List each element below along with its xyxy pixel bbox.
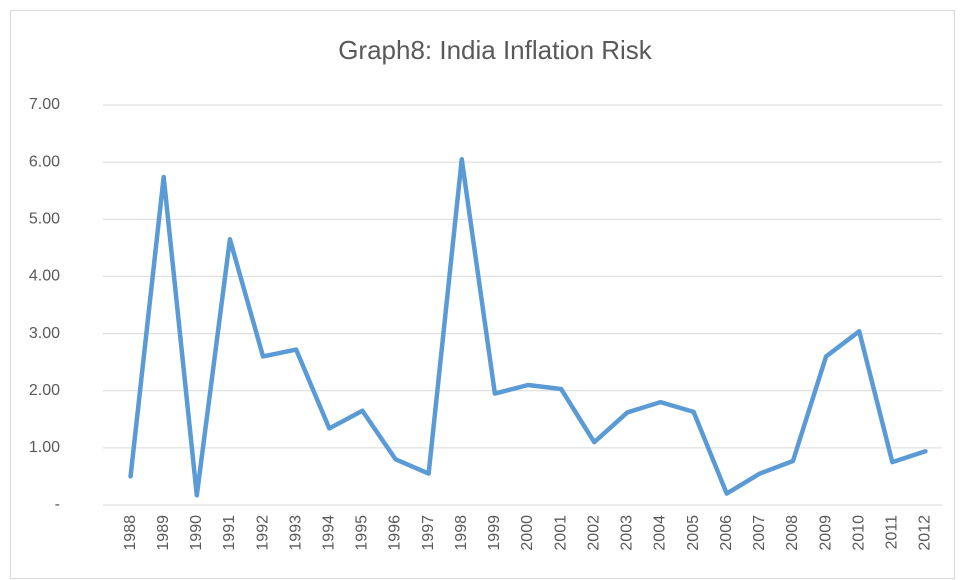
x-tick-label: 1992 xyxy=(254,515,271,551)
y-tick-label: 3.00 xyxy=(29,325,60,342)
chart-title: Graph8: India Inflation Risk xyxy=(338,35,653,65)
y-tick-label: 1.00 xyxy=(29,439,60,456)
x-tick-label: 1999 xyxy=(486,515,503,551)
y-tick-label: 4.00 xyxy=(29,268,60,285)
x-tick-label: 1995 xyxy=(354,515,371,551)
x-tick-label: 2000 xyxy=(519,515,536,551)
y-tick-label: 5.00 xyxy=(29,211,60,228)
x-tick-label: 2008 xyxy=(784,515,801,551)
x-tick-label: 2011 xyxy=(884,515,901,550)
y-tick-label: - xyxy=(55,496,60,513)
x-tick-label: 2012 xyxy=(917,515,934,551)
x-tick-label: 1988 xyxy=(122,515,139,551)
x-tick-label: 2001 xyxy=(552,515,569,551)
x-tick-label: 1994 xyxy=(320,515,337,551)
x-tick-label: 1989 xyxy=(155,515,172,551)
x-tick-label: 2009 xyxy=(817,515,834,551)
x-tick-label: 1998 xyxy=(453,515,470,551)
x-tick-label: 2007 xyxy=(751,515,768,551)
x-tick-label: 1990 xyxy=(188,515,205,551)
y-tick-label: 2.00 xyxy=(29,382,60,399)
x-tick-label: 2006 xyxy=(718,515,735,551)
data-line xyxy=(128,157,928,498)
x-tick-label: 1993 xyxy=(287,515,304,551)
x-tick-label: 1996 xyxy=(387,515,404,551)
y-tick-label: 6.00 xyxy=(29,153,60,170)
x-tick-label: 2002 xyxy=(585,515,602,551)
y-tick-label: 7.00 xyxy=(29,96,60,113)
x-tick-label: 2005 xyxy=(685,515,702,551)
x-tick-label: 1991 xyxy=(221,515,238,551)
x-tick-label: 2010 xyxy=(850,515,867,551)
x-tick-label: 1997 xyxy=(420,515,437,551)
x-tick-label: 2003 xyxy=(619,515,636,551)
x-tick-label: 2004 xyxy=(652,515,669,551)
